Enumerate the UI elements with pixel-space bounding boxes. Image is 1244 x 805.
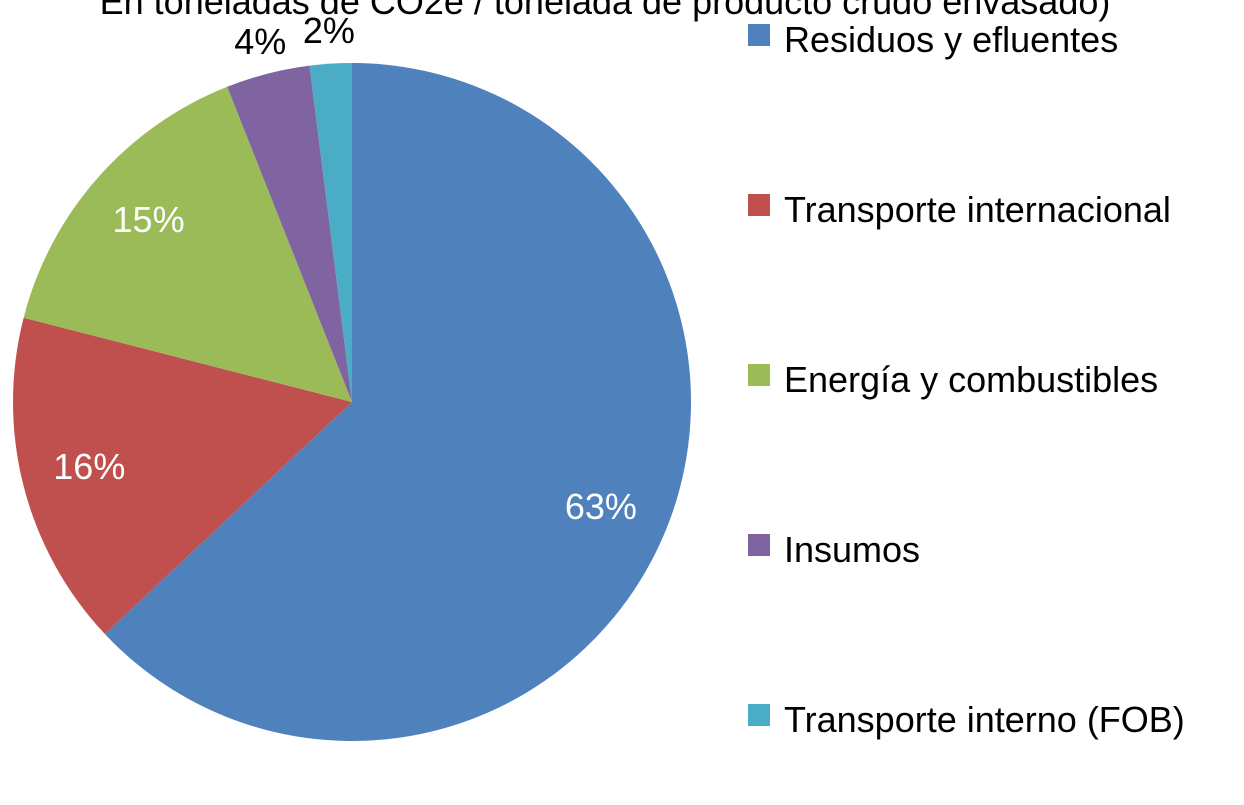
legend-swatch — [748, 704, 770, 726]
page: En toneladas de CO2e / tonelada de produ… — [13, 0, 1185, 741]
legend-swatch — [748, 534, 770, 556]
legend-item: Transporte internacional — [748, 183, 1204, 237]
legend-swatch — [748, 24, 770, 46]
legend-label: Residuos y efluentes — [784, 19, 1119, 60]
legend-swatch — [748, 364, 770, 386]
legend-slot: Insumos — [748, 465, 1244, 635]
data-label: 63% — [565, 486, 637, 527]
legend-slot: Energía y combustibles — [748, 295, 1244, 465]
legend-label: Energía y combustibles — [784, 359, 1159, 400]
legend-slot: Transporte internacional — [748, 125, 1244, 295]
chart: En toneladas de CO2e / tonelada de produ… — [13, 0, 1111, 741]
data-label: 4% — [234, 21, 286, 62]
chart-subtitle: En toneladas de CO2e / tonelada de produ… — [100, 0, 1111, 22]
legend-label: Transporte internacional — [784, 189, 1171, 230]
legend: Residuos y efluentes Transporte internaci… — [748, 0, 1244, 805]
pie-slice — [13, 317, 353, 635]
pie-slice — [227, 65, 352, 402]
pie-slice — [309, 63, 352, 402]
data-label: 16% — [53, 446, 125, 487]
legend-slot: Residuos y efluentes — [748, 0, 1244, 125]
legend-item: Transporte interno (FOB) — [748, 693, 1204, 747]
legend-label: Transporte interno (FOB) — [784, 699, 1185, 740]
legend-item: Insumos — [748, 523, 1204, 577]
data-label: 2% — [303, 10, 355, 51]
legend-item: Energía y combustibles — [748, 353, 1204, 407]
legend-swatch — [748, 194, 770, 216]
pie-slice — [104, 63, 691, 741]
data-label: 15% — [113, 199, 185, 240]
legend-slot: Transporte interno (FOB) — [748, 635, 1244, 805]
legend-label: Insumos — [784, 529, 921, 570]
legend-item: Residuos y efluentes — [748, 13, 1204, 67]
pie-slice — [23, 86, 353, 402]
